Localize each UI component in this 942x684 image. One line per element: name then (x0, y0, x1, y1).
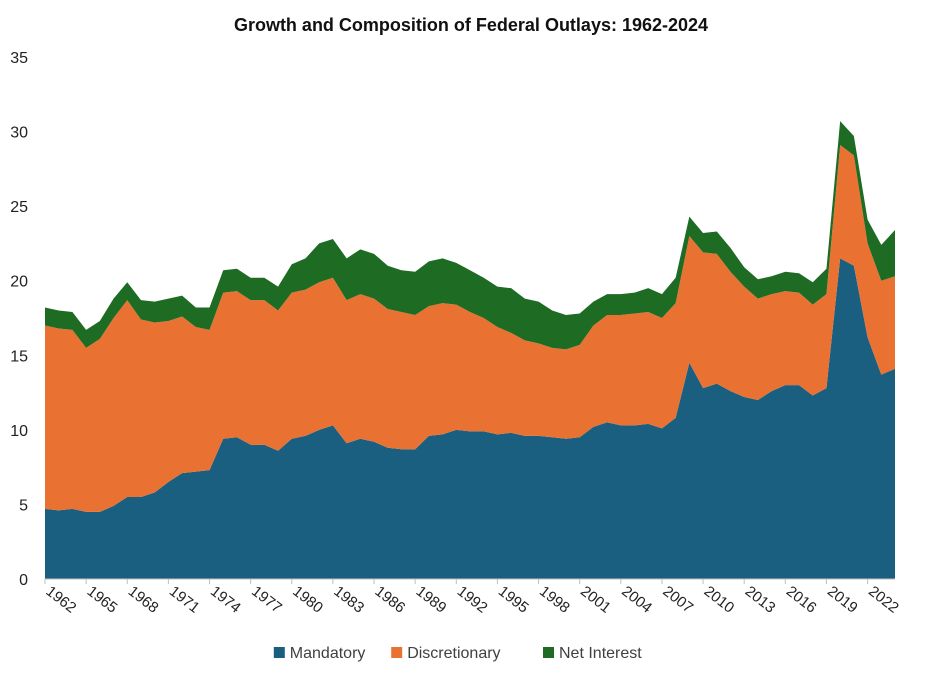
y-tick-label: 25 (10, 199, 28, 216)
x-tick-label: 2007 (659, 583, 696, 617)
series-area-mandatory (45, 258, 895, 579)
legend-swatch-mandatory (273, 647, 285, 658)
legend-swatch-discretionary (391, 647, 403, 658)
x-tick-label: 1998 (536, 583, 573, 617)
legend: Mandatory Discretionary Net Interest (273, 645, 642, 662)
x-tick-label: 2001 (577, 583, 614, 617)
y-axis-ticks: 0 5 10 15 20 25 30 35 (10, 50, 28, 589)
series-area-net-interest (45, 121, 895, 350)
x-tick-label: 1962 (43, 583, 80, 617)
x-tick-label: 1992 (454, 583, 491, 617)
x-tick-label: 1977 (248, 583, 285, 617)
x-tick-label: 1971 (166, 583, 203, 617)
x-tick-label: 2010 (701, 583, 738, 617)
x-tick-label: 2013 (742, 583, 779, 617)
area-layer (45, 121, 895, 579)
chart-title: Growth and Composition of Federal Outlay… (234, 15, 708, 35)
y-tick-label: 5 (19, 497, 28, 514)
x-tick-label: 1989 (413, 583, 450, 617)
x-tick-label: 2019 (824, 583, 861, 617)
y-tick-label: 10 (10, 423, 28, 440)
y-tick-label: 30 (10, 125, 28, 142)
y-tick-label: 0 (19, 572, 28, 589)
x-tick-label: 2016 (783, 583, 820, 617)
x-tick-label: 1986 (372, 583, 409, 617)
series-area-discretionary (45, 144, 895, 512)
x-tick-label: 1974 (207, 583, 244, 617)
y-tick-label: 35 (10, 50, 28, 67)
legend-label-discretionary: Discretionary (407, 645, 500, 662)
legend-swatch-net-interest (543, 647, 554, 658)
legend-label-mandatory: Mandatory (290, 645, 366, 662)
x-tick-label: 1980 (289, 583, 326, 617)
y-tick-label: 15 (10, 348, 28, 365)
legend-label-net-interest: Net Interest (559, 645, 642, 662)
x-tick-label: 1983 (330, 583, 367, 617)
x-tick-label: 1968 (125, 583, 162, 617)
x-axis-ticks: 1962 1965 1968 1971 1974 1977 1980 1983 1986 1989… (43, 579, 902, 617)
x-tick-label: 2022 (865, 583, 902, 617)
x-tick-label: 1965 (84, 583, 121, 617)
x-tick-label: 1995 (495, 583, 532, 617)
x-tick-label: 2004 (618, 583, 655, 617)
y-tick-label: 20 (10, 274, 28, 291)
